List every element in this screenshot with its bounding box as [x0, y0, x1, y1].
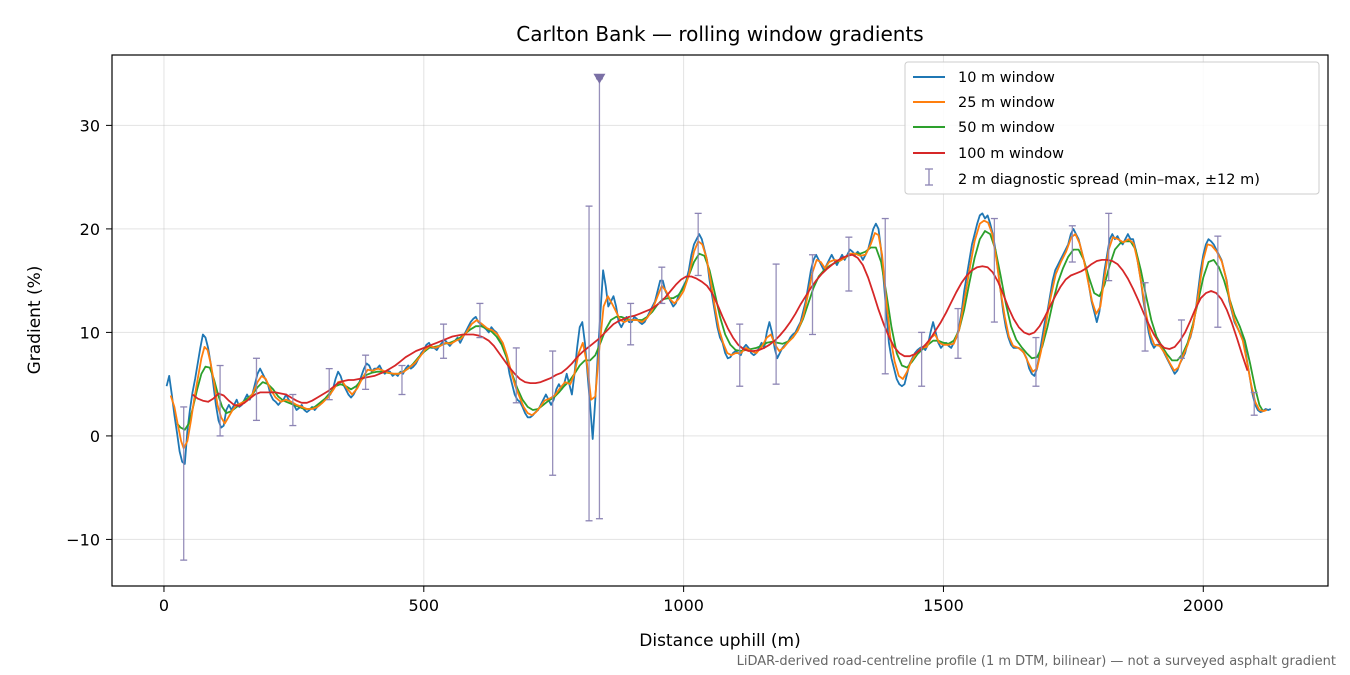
series-line-100m — [191, 253, 1249, 407]
y-tick-label: 30 — [80, 116, 100, 135]
errorbar — [362, 354, 370, 390]
legend-label-50m: 50 m window — [958, 120, 1055, 136]
footnote: LiDAR-derived road-centreline profile (1… — [737, 654, 1336, 669]
y-tick-label: 10 — [80, 323, 100, 342]
errorbar — [252, 357, 260, 422]
y-tick-label: 0 — [90, 427, 100, 446]
errorbar — [1214, 235, 1222, 328]
errorbar — [736, 323, 744, 387]
x-tick-label: 2000 — [1183, 596, 1224, 615]
plot-area — [165, 73, 1272, 561]
errorbar — [1105, 212, 1113, 282]
x-tick-label: 1500 — [923, 596, 964, 615]
errorbar — [845, 236, 853, 292]
legend-label-100m: 100 m window — [958, 146, 1064, 162]
errorbar — [772, 263, 780, 385]
x-axis-label: Distance uphill (m) — [639, 631, 800, 651]
y-tick-label: −10 — [66, 530, 100, 549]
legend-label-10m: 10 m window — [958, 70, 1055, 86]
errorbar — [512, 347, 520, 404]
errorbar — [1250, 391, 1258, 416]
errorbar — [440, 323, 448, 359]
y-axis-label: Gradient (%) — [25, 266, 45, 375]
errorbar — [289, 393, 297, 427]
legend-swatch-errorbar — [925, 168, 933, 186]
errorbar — [585, 205, 593, 522]
y-tick-label: 20 — [80, 220, 100, 239]
axis-ticks: 0 500 1000 1500 2000 −10 0 10 20 30 — [66, 116, 1223, 615]
x-tick-label: 1000 — [663, 596, 704, 615]
errorbar — [1068, 225, 1076, 263]
errorbar — [954, 307, 962, 359]
errorbar — [658, 266, 666, 305]
errorbar — [398, 364, 406, 396]
errorbar — [325, 367, 333, 401]
errorbar — [808, 254, 816, 336]
errorbar — [1141, 282, 1149, 352]
x-tick-label: 0 — [159, 596, 169, 615]
errorbar — [216, 364, 224, 437]
errorbar — [918, 331, 926, 387]
axes-frame — [111, 54, 1329, 587]
errorbar — [1032, 336, 1040, 387]
errorbar — [627, 302, 635, 346]
errorbar — [549, 350, 557, 476]
errorbar — [476, 302, 484, 339]
legend-label-errorbar: 2 m diagnostic spread (min–max, ±12 m) — [958, 172, 1260, 188]
x-tick-label: 500 — [409, 596, 440, 615]
errorbar — [1177, 319, 1185, 359]
errorbar — [990, 217, 998, 323]
errorbar — [180, 406, 188, 561]
errorbar — [881, 217, 889, 375]
clipped-marker — [593, 73, 606, 84]
legend-box — [904, 61, 1320, 195]
legend-label-25m: 25 m window — [958, 95, 1055, 111]
errorbar — [694, 212, 702, 277]
chart-title: Carlton Bank — rolling window gradients — [516, 22, 923, 46]
legend: 10 m window 25 m window 50 m window 100 … — [904, 61, 1320, 195]
